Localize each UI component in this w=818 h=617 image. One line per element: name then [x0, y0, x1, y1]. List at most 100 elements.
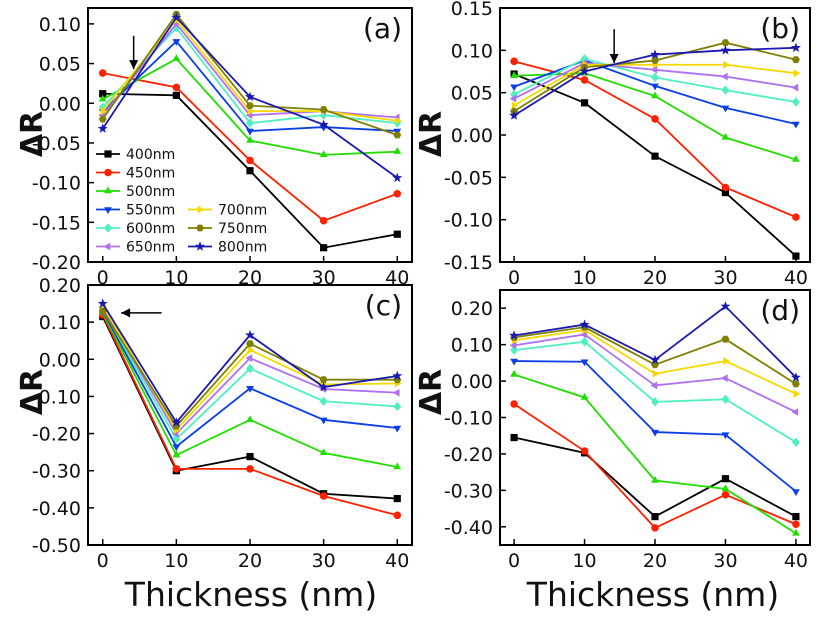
data-point [246, 340, 254, 348]
data-point [792, 155, 800, 162]
y-tick-label: 0.00 [39, 93, 81, 115]
y-tick-label: 0.00 [39, 349, 81, 371]
data-point [98, 307, 107, 315]
data-point [319, 417, 328, 425]
data-point [393, 462, 402, 470]
annotation-arrow-head [129, 60, 139, 70]
legend-item-550nm: 550nm [96, 203, 175, 219]
data-point [721, 133, 730, 140]
data-point [99, 90, 107, 98]
data-point [791, 408, 799, 416]
data-point [509, 330, 520, 340]
y-tick-label: -0.05 [32, 133, 81, 155]
data-point [650, 381, 658, 390]
x-tick-label: 20 [643, 550, 667, 572]
data-point [393, 131, 402, 139]
data-point [172, 91, 180, 99]
legend-label: 650nm [126, 240, 175, 256]
legend-marker [104, 186, 112, 194]
data-point [721, 475, 730, 483]
data-point [171, 417, 182, 427]
data-point [792, 489, 800, 496]
data-point [580, 76, 589, 84]
y-tick-label: 0.00 [451, 371, 493, 393]
data-point [245, 329, 255, 340]
legend-item-700nm: 700nm [188, 203, 267, 219]
data-point [651, 397, 659, 407]
series-800nm [97, 298, 403, 427]
data-point [580, 392, 589, 400]
data-point [246, 128, 254, 136]
data-point [246, 363, 254, 374]
data-point [651, 512, 659, 521]
data-point [392, 370, 403, 381]
data-point [651, 524, 659, 532]
data-point [393, 425, 402, 433]
y-tick-label: 0.10 [451, 335, 493, 357]
data-point [720, 301, 731, 311]
data-point [172, 434, 181, 444]
y-tick-label: 0.10 [39, 14, 81, 36]
data-point [509, 110, 520, 120]
data-point [721, 183, 730, 192]
series-800nm [509, 42, 801, 120]
legend-label: 600nm [126, 221, 175, 237]
data-point [246, 386, 254, 393]
data-point [319, 492, 328, 500]
panel-a: -0.20 -0.15 -0.10 -0.05 0.00 0.05 0.10 0 10 20 30 4… [32, 7, 413, 289]
data-point [790, 42, 801, 53]
x-tick-label: 30 [312, 550, 336, 572]
series-500nm [510, 370, 800, 536]
data-point [721, 484, 730, 492]
x-tick-label: 0 [97, 550, 109, 572]
series-450nm [98, 69, 402, 225]
legend-label: 500nm [126, 184, 175, 200]
data-point [392, 172, 403, 183]
data-point [393, 189, 402, 198]
legend-marker [104, 150, 112, 158]
data-point [720, 374, 728, 383]
data-point [721, 105, 730, 113]
data-point [791, 97, 800, 107]
data-point [651, 91, 659, 99]
panel-label: (b) [760, 12, 800, 45]
data-point [246, 167, 254, 175]
data-point [721, 85, 730, 95]
data-point [792, 252, 800, 260]
data-point [651, 115, 659, 123]
panel-label: (a) [363, 12, 402, 45]
series-650nm [509, 330, 799, 416]
data-point [172, 444, 181, 452]
data-point [98, 94, 107, 102]
x-tick-label: 10 [572, 267, 596, 289]
y-tick-label: -0.10 [32, 386, 81, 408]
legend: 400nm 450nm 500nm 550nm 700nm 600nm 750nm 650nm… [96, 147, 267, 256]
x-tick-label: 30 [312, 267, 336, 289]
data-point [510, 433, 518, 442]
legend-item-450nm: 450nm [96, 166, 175, 182]
data-point [651, 72, 659, 83]
data-point [393, 147, 402, 154]
data-point [721, 335, 730, 343]
series-600nm [510, 337, 800, 447]
panel-d: -0.40 -0.30 -0.20 -0.10 0.00 0.10 0.20 0 10 20 30 4… [444, 289, 811, 572]
data-point [580, 359, 589, 367]
data-point [580, 330, 587, 339]
data-point [791, 380, 800, 388]
data-point [580, 447, 589, 455]
data-point [790, 372, 801, 382]
y-tick-label: 0.15 [451, 0, 493, 20]
panel-b: -0.15 -0.10 -0.05 0.00 0.05 0.10 0.15 0 10 20 30 40… [444, 0, 811, 289]
legend-label: 400nm [126, 147, 175, 163]
data-point [792, 213, 800, 221]
data-point [245, 354, 253, 363]
data-point [98, 115, 107, 123]
y-tick-label: -0.40 [32, 498, 81, 520]
legend-item-400nm: 400nm [96, 147, 175, 163]
x-tick-label: 40 [784, 550, 808, 572]
legend-marker [197, 205, 205, 214]
data-point [510, 71, 518, 78]
y-tick-label: 0.20 [39, 275, 81, 297]
data-point [791, 56, 800, 64]
data-point [651, 83, 659, 91]
